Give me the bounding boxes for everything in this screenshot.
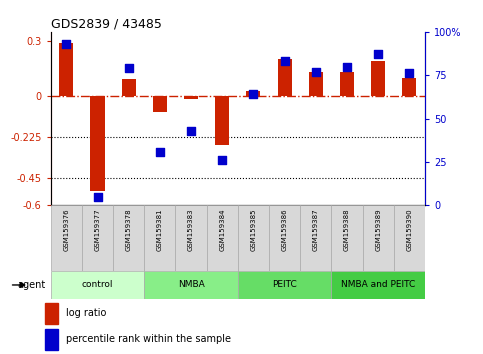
Bar — [144, 205, 175, 271]
Bar — [122, 79, 136, 96]
Point — [187, 128, 195, 133]
Bar — [51, 205, 82, 271]
Bar — [45, 329, 58, 350]
Text: percentile rank within the sample: percentile rank within the sample — [66, 334, 231, 344]
Point — [250, 91, 257, 97]
Bar — [144, 271, 238, 299]
Point — [281, 58, 288, 64]
Bar — [238, 271, 331, 299]
Bar — [278, 59, 292, 96]
Point — [218, 158, 226, 163]
Text: GSM159377: GSM159377 — [95, 209, 100, 251]
Text: GSM159389: GSM159389 — [375, 209, 381, 251]
Bar — [269, 205, 300, 271]
Bar — [113, 205, 144, 271]
Bar — [331, 271, 425, 299]
Text: NMBA: NMBA — [178, 280, 204, 290]
Bar — [394, 205, 425, 271]
Text: GSM159381: GSM159381 — [157, 209, 163, 251]
Bar — [309, 72, 323, 96]
Text: GSM159383: GSM159383 — [188, 209, 194, 251]
Point — [156, 149, 164, 154]
Bar — [300, 205, 331, 271]
Bar — [153, 96, 167, 112]
Bar — [59, 43, 73, 96]
Bar — [238, 205, 269, 271]
Bar — [402, 78, 416, 96]
Bar — [331, 205, 363, 271]
Text: PEITC: PEITC — [272, 280, 297, 290]
Bar — [207, 205, 238, 271]
Text: GSM159378: GSM159378 — [126, 209, 132, 251]
Point — [312, 69, 320, 75]
Point — [94, 194, 101, 200]
Point — [343, 64, 351, 69]
Bar — [215, 96, 229, 145]
Bar — [363, 205, 394, 271]
Bar — [51, 271, 144, 299]
Bar — [184, 96, 198, 98]
Text: GSM159388: GSM159388 — [344, 209, 350, 251]
Bar — [90, 96, 104, 191]
Bar — [371, 61, 385, 96]
Text: GSM159385: GSM159385 — [251, 209, 256, 251]
Text: GSM159387: GSM159387 — [313, 209, 319, 251]
Point — [125, 65, 132, 71]
Text: GSM159386: GSM159386 — [282, 209, 288, 251]
Bar — [82, 205, 113, 271]
Text: GSM159376: GSM159376 — [63, 209, 70, 251]
Point — [374, 52, 382, 57]
Text: control: control — [82, 280, 113, 290]
Text: GDS2839 / 43485: GDS2839 / 43485 — [51, 18, 162, 31]
Text: agent: agent — [18, 280, 46, 290]
Point — [62, 41, 70, 47]
Bar — [246, 91, 260, 96]
Bar — [175, 205, 207, 271]
Point — [406, 71, 413, 76]
Text: NMBA and PEITC: NMBA and PEITC — [341, 280, 415, 290]
Text: GSM159384: GSM159384 — [219, 209, 225, 251]
Bar — [45, 303, 58, 324]
Bar — [340, 72, 354, 96]
Text: log ratio: log ratio — [66, 308, 106, 318]
Text: GSM159390: GSM159390 — [406, 209, 412, 251]
